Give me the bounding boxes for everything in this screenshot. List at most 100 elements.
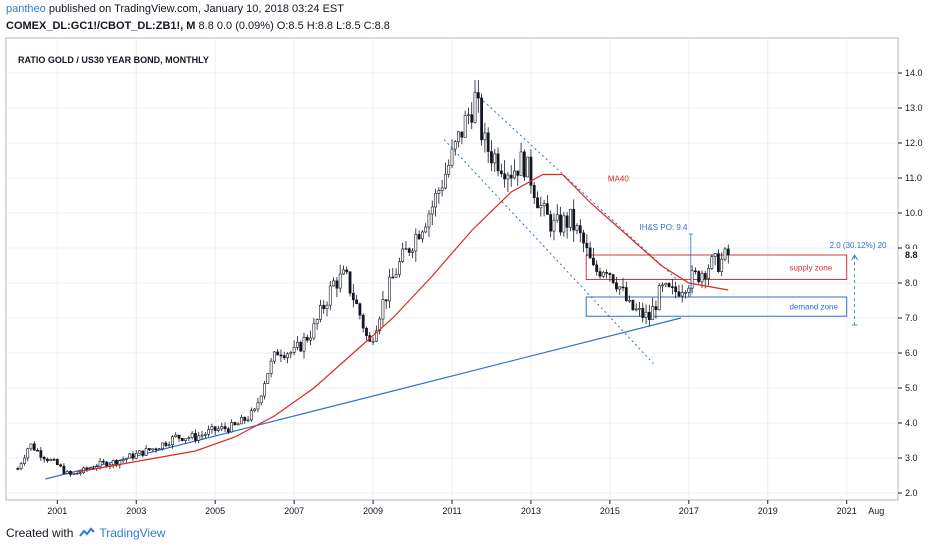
projection-arrowhead bbox=[851, 254, 858, 261]
candle-body bbox=[315, 319, 319, 325]
candle-body bbox=[312, 323, 316, 339]
candle-body bbox=[78, 472, 82, 475]
x-tick-label: 2007 bbox=[284, 506, 304, 516]
candle-body bbox=[200, 434, 204, 437]
candle-body bbox=[555, 214, 559, 221]
y-tick-label: 13.0 bbox=[905, 103, 923, 113]
candle-body bbox=[661, 284, 664, 287]
candle-body bbox=[726, 248, 730, 256]
candle-body bbox=[384, 299, 388, 302]
candle-body bbox=[670, 286, 674, 288]
candle-body bbox=[545, 203, 549, 215]
candle-body bbox=[490, 151, 493, 164]
candle-body bbox=[46, 458, 49, 462]
candle-body bbox=[374, 330, 378, 342]
candle-body bbox=[276, 351, 280, 356]
candle-body bbox=[575, 225, 579, 231]
candle-body bbox=[562, 215, 566, 233]
candle-body bbox=[634, 308, 638, 311]
candle-body bbox=[417, 234, 421, 240]
candle-body bbox=[161, 442, 164, 450]
candle-body bbox=[266, 373, 270, 384]
candle-body bbox=[302, 336, 306, 352]
y-tick-label: 12.0 bbox=[905, 138, 923, 148]
projection-label: 2.0 (30.12%) 20 bbox=[830, 241, 887, 250]
candle-body bbox=[236, 423, 240, 426]
candle-body bbox=[279, 354, 283, 357]
candle-body bbox=[75, 472, 79, 475]
ihs-label: IH&S PO: 9.4 bbox=[639, 223, 688, 232]
candle-body bbox=[723, 248, 727, 260]
candle-body bbox=[420, 231, 424, 240]
candle-body bbox=[210, 426, 214, 431]
candle-body bbox=[164, 442, 168, 446]
candle-body bbox=[388, 276, 391, 302]
candle-body bbox=[197, 435, 201, 441]
ohlc-readout: 8.8 0.0 (0.09%) O:8.5 H:8.8 L:8.5 C:8.8 bbox=[198, 20, 390, 32]
candle-body bbox=[292, 347, 296, 353]
candle-body bbox=[19, 463, 23, 469]
candle-body bbox=[220, 426, 224, 430]
candle-body bbox=[148, 448, 151, 451]
candle-body bbox=[16, 468, 20, 470]
candle-body bbox=[180, 437, 184, 441]
candle-body bbox=[552, 219, 556, 232]
candle-body bbox=[26, 448, 30, 459]
candle-body bbox=[450, 148, 454, 166]
candle-body bbox=[72, 472, 76, 475]
candle-body bbox=[631, 299, 635, 311]
candle-body bbox=[513, 170, 516, 179]
candle-body bbox=[217, 428, 220, 431]
y-tick-label: 11.0 bbox=[905, 173, 922, 183]
x-tick-label: 2019 bbox=[758, 506, 778, 516]
candle-body bbox=[325, 304, 329, 310]
y-tick-label: 9.0 bbox=[905, 243, 918, 253]
candle-body bbox=[549, 214, 553, 232]
candle-body bbox=[700, 273, 704, 283]
candle-body bbox=[62, 465, 66, 474]
candle-body bbox=[332, 280, 335, 287]
candle-body bbox=[434, 193, 437, 208]
candle-body bbox=[351, 292, 355, 301]
candle-body bbox=[167, 444, 171, 447]
candle-body bbox=[654, 306, 658, 311]
candle-body bbox=[59, 464, 62, 467]
candle-body bbox=[657, 285, 661, 311]
candle-body bbox=[522, 151, 526, 178]
x-tick-label: 2001 bbox=[47, 506, 67, 516]
candle-body bbox=[355, 299, 359, 304]
chart-title: RATIO GOLD / US30 YEAR BOND, MONTHLY bbox=[18, 55, 209, 65]
channel-lower-line bbox=[443, 139, 654, 364]
y-tick-label: 4.0 bbox=[905, 418, 918, 428]
candle-body bbox=[29, 443, 33, 450]
candle-body bbox=[470, 114, 474, 123]
candle-body bbox=[371, 340, 375, 343]
ma40-label: MA40 bbox=[608, 175, 629, 184]
candle-body bbox=[628, 299, 632, 302]
candle-body bbox=[49, 459, 53, 462]
candle-body bbox=[532, 185, 536, 199]
candle-body bbox=[713, 253, 717, 258]
candle-body bbox=[542, 203, 546, 206]
candle-body bbox=[342, 269, 345, 275]
candle-body bbox=[286, 353, 289, 359]
candle-body bbox=[641, 307, 645, 318]
y-tick-label: 2.0 bbox=[905, 488, 918, 498]
candle-body bbox=[32, 443, 36, 451]
candle-body bbox=[499, 170, 503, 175]
candle-body bbox=[414, 234, 418, 252]
candle-body bbox=[177, 434, 181, 439]
candle-body bbox=[361, 314, 365, 329]
candle-body bbox=[105, 461, 109, 467]
last-price-badge bbox=[900, 249, 924, 261]
candle-body bbox=[240, 416, 243, 425]
candle-body bbox=[404, 248, 408, 251]
candle-body bbox=[131, 453, 135, 459]
candle-body bbox=[42, 457, 46, 460]
author-link[interactable]: pantheo bbox=[6, 3, 46, 15]
candle-body bbox=[621, 286, 625, 289]
candle-body bbox=[348, 271, 352, 294]
tradingview-brand[interactable]: TradingView bbox=[79, 526, 165, 540]
candle-body bbox=[36, 449, 39, 452]
